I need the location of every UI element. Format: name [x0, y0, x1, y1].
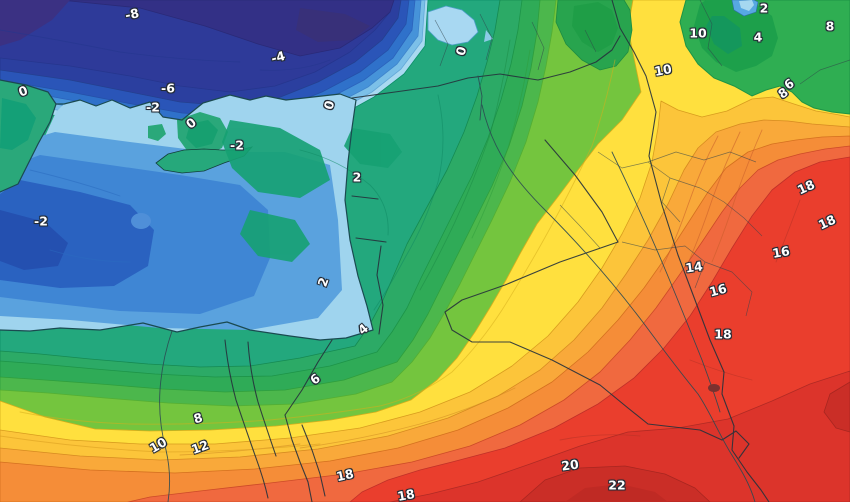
border-jordan-saudi-iraq	[444, 241, 723, 441]
nile-river	[159, 330, 173, 502]
coast-gulf-of-aqaba-west	[284, 414, 313, 502]
border-kuwait	[721, 430, 750, 459]
cold-pockets	[0, 0, 493, 57]
border-israel-north	[355, 237, 387, 243]
euphrates-river	[481, 104, 756, 502]
lake	[708, 384, 720, 392]
province-borders	[434, 0, 850, 317]
coastlines	[0, 79, 374, 341]
upper-euphrates	[477, 75, 483, 121]
inland-teal-patches	[222, 120, 402, 262]
border-lebanon	[351, 195, 379, 200]
coast-gulf-of-aqaba-east	[301, 424, 326, 497]
aegean-coast-land	[0, 80, 56, 192]
mediterranean-sea	[0, 94, 373, 340]
coast-gulf-of-suez-west	[224, 339, 269, 499]
border-turkey-syria	[351, 35, 621, 99]
green-mountain-pockets	[555, 0, 850, 115]
country-borders	[224, 0, 770, 502]
coast-gulf-of-suez-east	[247, 341, 277, 457]
border-jordan-river	[376, 245, 384, 335]
border-syria-iraq	[544, 139, 619, 243]
rivers	[159, 75, 756, 502]
extra-contour-lines	[0, 29, 801, 456]
border-iran-iraq	[611, 0, 770, 502]
tigris-river	[611, 151, 721, 413]
border-israel-egypt	[284, 339, 333, 416]
